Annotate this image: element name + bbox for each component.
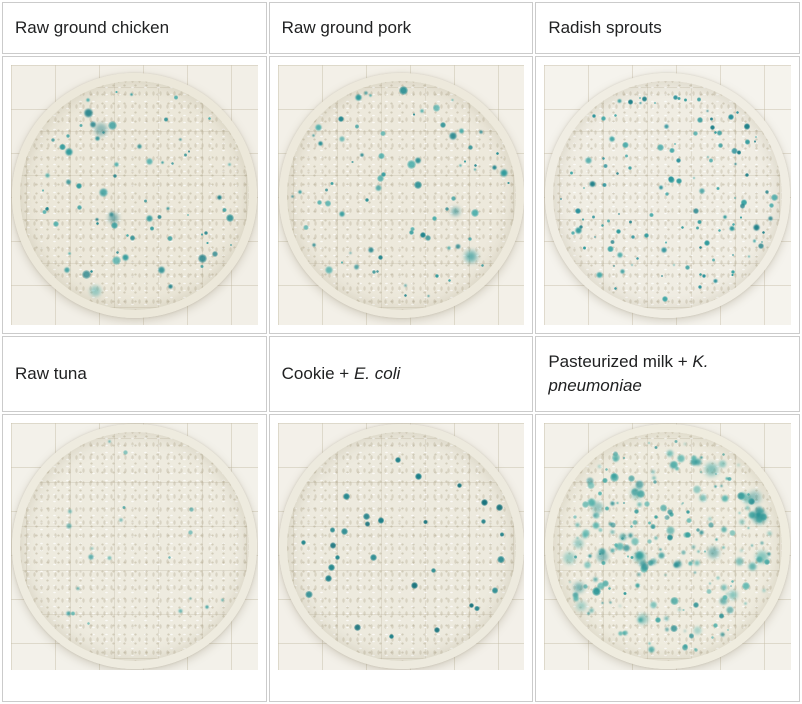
petri-dish-cell-raw-ground-pork bbox=[268, 56, 534, 334]
sample-label-raw-ground-chicken: Raw ground chicken bbox=[15, 18, 170, 38]
sample-label-cell-radish-sprouts: Radish sprouts bbox=[535, 2, 800, 54]
petri-dish-image-raw-ground-pork bbox=[277, 65, 525, 325]
sample-label-cell-raw-ground-chicken: Raw ground chicken bbox=[2, 2, 267, 54]
sample-label-raw-ground-pork: Raw ground pork bbox=[281, 18, 412, 38]
sample-label-pasteurized-milk: Pasteurized milk + K. pneumoniae bbox=[548, 352, 709, 395]
sample-label-cell-raw-ground-pork: Raw ground pork bbox=[268, 2, 534, 54]
sample-label-raw-tuna: Raw tuna bbox=[15, 364, 87, 384]
petri-dish-cell-pasteurized-milk bbox=[535, 414, 800, 702]
petri-dish-image-raw-tuna bbox=[11, 423, 258, 670]
petri-dish-image-cookie-e-coli bbox=[277, 423, 525, 670]
sample-label-cookie-e-coli: Cookie + E. coli bbox=[281, 364, 401, 384]
image-row-1 bbox=[2, 56, 800, 334]
image-row-2 bbox=[2, 414, 800, 702]
petri-dish-cell-raw-tuna bbox=[2, 414, 267, 702]
sample-label-cell-cookie-e-coli: Cookie + E. coli bbox=[268, 336, 534, 412]
petri-dish-image-pasteurized-milk bbox=[544, 423, 791, 670]
sample-label-cell-pasteurized-milk: Pasteurized milk + K. pneumoniae bbox=[535, 336, 800, 412]
petri-dish-cell-radish-sprouts bbox=[535, 56, 800, 334]
petri-dish-cell-raw-ground-chicken bbox=[2, 56, 267, 334]
label-row-2: Raw tuna Cookie + E. coli Pasteurized mi… bbox=[2, 336, 800, 412]
sample-label-cell-raw-tuna: Raw tuna bbox=[2, 336, 267, 412]
petri-dish-image-raw-ground-chicken bbox=[11, 65, 258, 325]
petri-dish-image-radish-sprouts bbox=[544, 65, 791, 325]
label-row-1: Raw ground chicken Raw ground pork Radis… bbox=[2, 2, 800, 54]
sample-label-radish-sprouts: Radish sprouts bbox=[548, 18, 662, 38]
petri-dish-cell-cookie-e-coli bbox=[268, 414, 534, 702]
